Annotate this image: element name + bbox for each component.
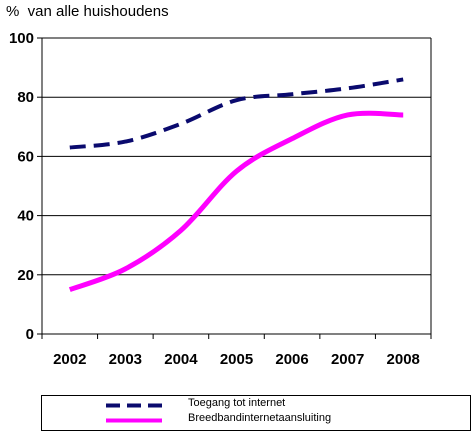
x-tick-label-2004: 2004 [164,351,198,368]
legend-label-internet-access: Toegang tot internet [188,397,286,409]
legend-item-broadband: Breedbandinternetaansluiting [42,412,470,427]
series-line-broadband [68,110,404,292]
gridlines [42,37,431,276]
y-axis-ticks: 0 20 40 60 80 100 [9,30,42,343]
legend-label-broadband: Breedbandinternetaansluiting [188,412,332,424]
legend-swatch-dashed-line [106,403,162,408]
x-tick-label-2007: 2007 [331,351,364,368]
series-lines [68,77,404,292]
y-tick-label-100: 100 [9,30,34,47]
y-tick-label-80: 80 [17,89,34,106]
legend-item-internet-access: Toegang tot internet [42,397,470,412]
x-tick-label-2006: 2006 [275,351,308,368]
y-axis-unit-label: % van alle huishoudens [6,3,169,20]
x-tick-label-2005: 2005 [220,351,253,368]
y-tick-label-20: 20 [17,267,34,284]
plot-area [42,38,431,334]
y-tick-label-40: 40 [17,208,34,225]
x-axis-ticks: 2002 2003 2004 2005 2006 2007 2008 [41,334,432,368]
x-tick-label-2002: 2002 [53,351,86,368]
legend-swatch-solid-line [106,418,162,423]
legend: Toegang tot internet Breedbandinternetaa… [41,395,471,431]
y-tick-label-60: 60 [17,148,34,165]
axes [41,38,432,335]
x-tick-label-2003: 2003 [109,351,142,368]
y-tick-label-0: 0 [26,326,34,343]
series-line-internet-access [69,77,404,150]
x-tick-label-2008: 2008 [387,351,420,368]
